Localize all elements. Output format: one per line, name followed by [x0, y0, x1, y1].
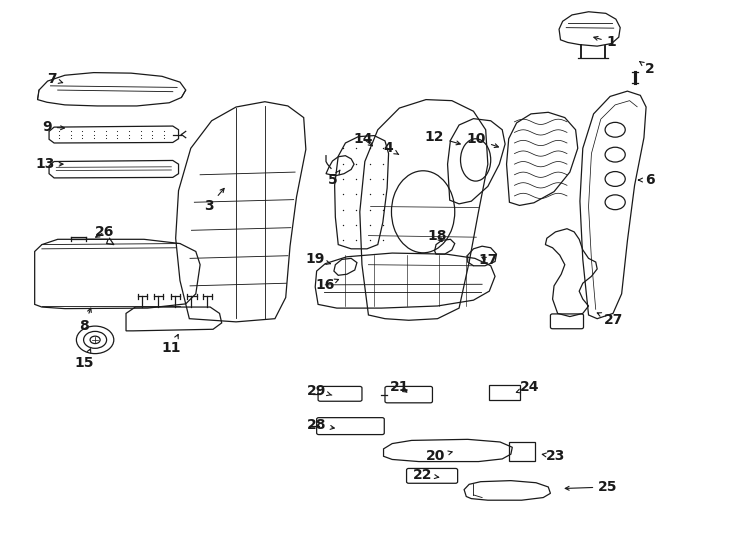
Text: 11: 11 — [161, 334, 181, 355]
Text: 15: 15 — [75, 349, 94, 369]
Text: 8: 8 — [79, 308, 91, 333]
Text: 21: 21 — [390, 381, 410, 395]
Text: 6: 6 — [639, 173, 655, 187]
Text: 27: 27 — [597, 313, 623, 327]
Text: 14: 14 — [354, 132, 373, 146]
Text: 10: 10 — [467, 132, 498, 147]
Text: 17: 17 — [478, 253, 498, 267]
Text: 7: 7 — [47, 72, 62, 86]
Text: 18: 18 — [427, 228, 446, 242]
Text: 25: 25 — [565, 480, 618, 494]
Text: 28: 28 — [307, 418, 334, 432]
Text: 9: 9 — [42, 120, 65, 134]
Text: 26: 26 — [95, 225, 114, 239]
Text: 5: 5 — [328, 170, 340, 187]
Text: 4: 4 — [384, 141, 399, 156]
Text: 20: 20 — [426, 449, 452, 463]
Text: 29: 29 — [307, 383, 332, 397]
Text: 12: 12 — [425, 130, 460, 145]
Text: 24: 24 — [516, 381, 539, 395]
Text: 19: 19 — [305, 252, 330, 266]
Text: 3: 3 — [204, 188, 224, 213]
Text: 1: 1 — [594, 36, 617, 50]
Text: 16: 16 — [316, 278, 338, 292]
Text: 23: 23 — [542, 449, 565, 463]
Text: 22: 22 — [413, 468, 439, 482]
Text: 2: 2 — [639, 62, 655, 76]
Text: 13: 13 — [35, 157, 63, 171]
